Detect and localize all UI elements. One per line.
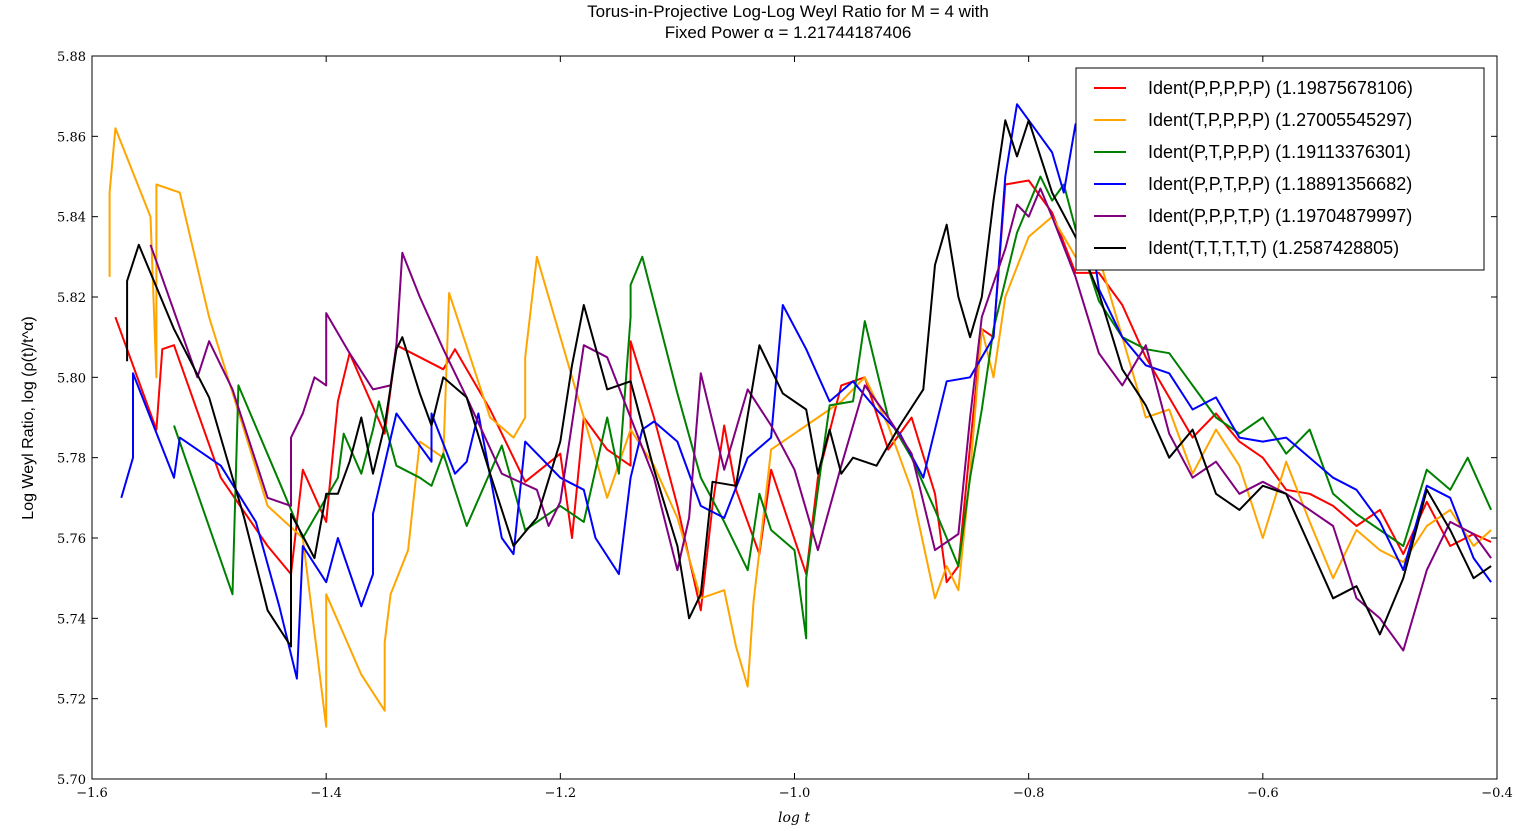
chart-title-line-1: Torus-in-Projective Log-Log Weyl Ratio f… <box>587 2 989 21</box>
y-tick-label: 5.74 <box>57 612 86 627</box>
x-tick-label: −0.8 <box>1013 786 1045 801</box>
x-tick-label: −0.6 <box>1247 786 1279 801</box>
legend-label-5: Ident(P,P,P,T,P) (1.19704879997) <box>1148 206 1412 226</box>
y-tick-label: 5.80 <box>57 371 86 386</box>
x-tick-label: −1.6 <box>76 786 108 801</box>
legend-box <box>1075 67 1485 271</box>
y-tick-label: 5.84 <box>57 211 86 226</box>
x-tick-label: −1.4 <box>310 786 342 801</box>
series-line-1 <box>114 179 1492 612</box>
series-line-2 <box>108 127 1492 728</box>
series-layer <box>108 103 1493 728</box>
legend: Ident(P,P,P,P,P) (1.19875678106) Ident(T,… <box>1075 67 1485 271</box>
y-tick-label: 5.78 <box>57 452 86 467</box>
x-tick-label: −0.4 <box>1481 786 1513 801</box>
legend-label-6: Ident(T,T,T,T,T) (1.2587428805) <box>1148 238 1399 258</box>
chart-title-line-2: Fixed Power α = 1.21744187406 <box>665 23 912 42</box>
x-tick-label: −1.2 <box>545 786 577 801</box>
legend-entries: Ident(P,P,P,P,P) (1.19875678106) Ident(T,… <box>1094 78 1413 258</box>
y-tick-label: 5.70 <box>57 773 86 788</box>
plot-frame <box>91 55 1498 780</box>
legend-label-2: Ident(T,P,P,P,P) (1.27005545297) <box>1148 110 1412 130</box>
series-line-4 <box>120 103 1492 680</box>
y-tick-label: 5.72 <box>57 693 86 708</box>
y-tick-label: 5.86 <box>57 130 86 145</box>
y-axis-label: Log Weyl Ratio, log (ρ(t)/t^α) <box>20 316 37 519</box>
series-line-6 <box>126 119 1492 648</box>
y-tick-label: 5.82 <box>57 291 86 306</box>
x-tick-label: −1.0 <box>779 786 811 801</box>
x-axis-label: log t <box>778 810 810 826</box>
legend-label-1: Ident(P,P,P,P,P) (1.19875678106) <box>1148 78 1413 98</box>
y-tick-label: 5.88 <box>57 50 86 65</box>
y-tick-label: 5.76 <box>57 532 86 547</box>
series-line-5 <box>149 187 1492 652</box>
legend-label-3: Ident(P,T,P,P,P) (1.19113376301) <box>1148 142 1411 162</box>
ticks-layer: −1.6 −1.4 −1.2 −1.0 −0.8 −0.6 −0.4 5.70 5.72 5.74… <box>57 50 1513 801</box>
legend-label-4: Ident(P,P,T,P,P) (1.18891356682) <box>1148 174 1412 194</box>
